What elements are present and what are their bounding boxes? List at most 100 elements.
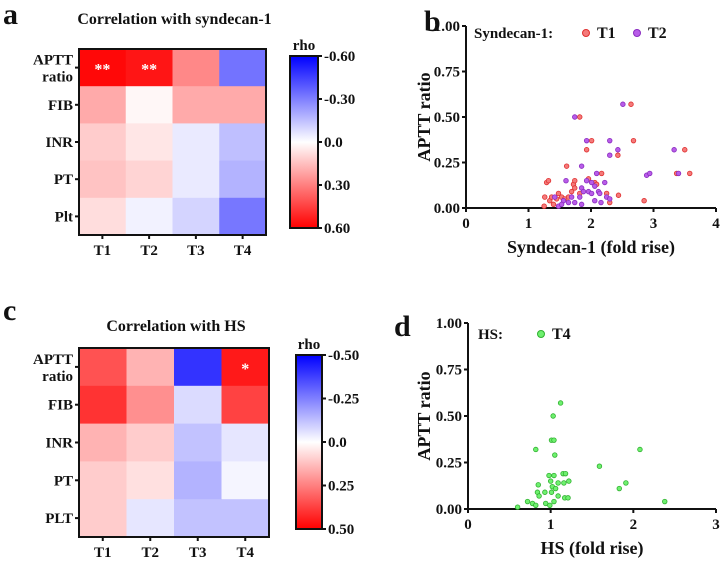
data-point-t1 [572, 177, 578, 184]
y-tick-label: 0.25 [434, 156, 460, 172]
data-point-t1 [588, 137, 595, 144]
data-point-t4 [616, 485, 622, 492]
y-tick-label: 1.00 [436, 316, 462, 332]
colorbar-tick-label: -0.25 [328, 392, 359, 408]
colorbar-tick-label: -0.60 [324, 49, 355, 65]
heatmap-cell [221, 499, 270, 538]
data-point-t4 [524, 498, 531, 505]
data-point-t4 [555, 493, 561, 499]
heatmap-cell [219, 49, 267, 87]
legend-marker [582, 29, 590, 37]
data-point-t2 [568, 194, 575, 200]
data-point-t4 [546, 472, 552, 479]
legend-label: T4 [552, 326, 571, 343]
colorbar [289, 55, 319, 229]
x-tick-label: 3 [712, 517, 720, 533]
data-point-t1 [545, 177, 552, 184]
heatmap-cell [174, 423, 222, 462]
data-point-t4 [562, 470, 569, 477]
y-tick-label: 0.50 [434, 110, 460, 126]
column-label: T4 [236, 545, 254, 561]
data-point-t4 [555, 480, 561, 486]
data-point-t4 [547, 502, 553, 508]
heatmap-cell [126, 385, 175, 425]
data-point-t1 [568, 188, 575, 195]
data-point-t1 [563, 163, 570, 169]
heatmap-cell [125, 160, 173, 199]
x-tick-label: 2 [630, 517, 638, 533]
data-point-t1 [615, 152, 621, 158]
row-label: INR [45, 436, 73, 452]
heatmap-cell [174, 461, 222, 500]
legend-marker [537, 330, 545, 338]
heatmap-cell [125, 86, 173, 124]
heatmap-cell [219, 197, 267, 236]
data-point-t4 [551, 437, 557, 443]
heatmap-cell [172, 123, 220, 162]
column-label: T1 [94, 243, 112, 259]
colorbar-tick-label: 0.0 [328, 435, 347, 451]
data-point-t2 [563, 177, 569, 184]
data-point-t2 [552, 194, 558, 200]
heatmap-cell [174, 385, 222, 425]
data-point-t2 [577, 194, 583, 200]
data-point-t1 [615, 192, 622, 198]
heatmap-cell [219, 123, 267, 162]
data-point-t1 [628, 101, 634, 107]
panel-label-b: b [424, 5, 441, 38]
legend-marker [633, 29, 641, 37]
data-point-t4 [547, 478, 554, 484]
data-point-t2 [607, 152, 613, 158]
data-point-t2 [578, 201, 585, 208]
data-point-t1 [542, 194, 548, 200]
data-point-t4 [552, 485, 559, 492]
legend-title: Syndecan-1: [474, 26, 553, 42]
data-point-t4 [566, 478, 572, 484]
data-point-t4 [552, 452, 558, 458]
data-point-t2 [565, 199, 572, 206]
data-point-t2 [607, 196, 613, 202]
data-point-t2 [671, 147, 677, 153]
heatmap-cell [79, 423, 127, 462]
column-label: T4 [234, 243, 252, 259]
data-point-t2 [593, 170, 600, 177]
data-point-t2 [583, 177, 590, 184]
data-point-t2 [558, 201, 565, 208]
data-point-t2 [607, 137, 613, 144]
y-axis-label: APTT ratio [414, 72, 434, 161]
heatmap-title: Correlation with HS [106, 318, 245, 335]
y-tick-label: 0.25 [436, 456, 462, 472]
data-point-t2 [592, 198, 598, 204]
panel-label-d: d [394, 310, 411, 343]
data-point-t1 [687, 170, 693, 177]
heatmap-cell [79, 499, 127, 538]
data-point-t4 [514, 504, 521, 510]
data-point-t4 [542, 489, 548, 495]
data-point-t2 [647, 170, 653, 177]
y-tick-label: 0.00 [434, 201, 460, 217]
data-point-t4 [533, 446, 539, 453]
x-tick-label: 3 [650, 216, 658, 232]
row-label: FIB [48, 398, 73, 414]
x-tick-label: 2 [587, 216, 595, 232]
data-point-t4 [535, 482, 541, 488]
heatmap-hs: Correlation with HS * APTT ratio FIB INR PT PLT… [33, 318, 359, 561]
data-point-t4 [533, 502, 539, 508]
colorbar-tick-label: -0.50 [328, 348, 359, 364]
x-tick-label: 1 [547, 517, 555, 533]
significance-marker: * [241, 361, 249, 378]
data-point-t4 [551, 472, 557, 479]
data-point-t2 [615, 147, 621, 153]
heatmap-cell [174, 499, 222, 538]
x-tick-label: 1 [525, 216, 533, 232]
heatmap-cell [221, 385, 270, 425]
y-tick-label: 0.75 [434, 65, 460, 81]
column-label: T2 [141, 545, 159, 561]
data-point-t4 [551, 498, 557, 505]
data-point-t2 [588, 179, 595, 186]
data-point-t1 [641, 198, 647, 204]
data-point-t2 [602, 179, 608, 186]
heatmap-syndecan: Correlation with syndecan-1 ** ** APTT ratio… [33, 11, 355, 259]
heatmap-cell [126, 423, 175, 462]
